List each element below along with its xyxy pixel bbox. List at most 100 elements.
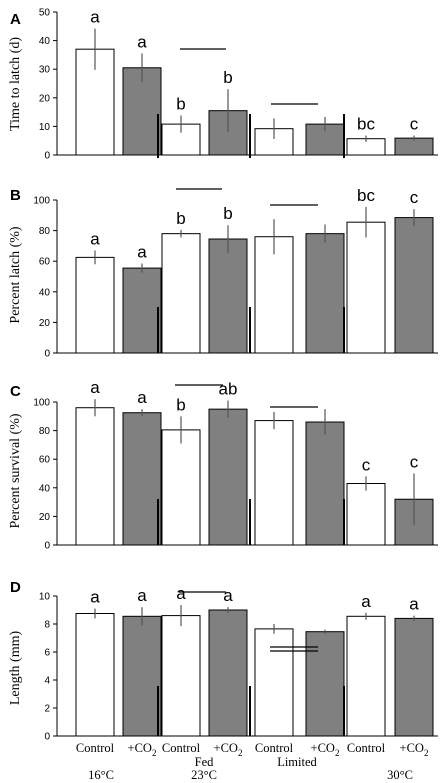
y-tick-label: 20 bbox=[39, 318, 51, 329]
y-tick-label: 20 bbox=[39, 93, 51, 104]
x-category-labels: Control +CO2 Control +CO2 Control +CO2 Control… bbox=[76, 741, 429, 758]
significance-letter: a bbox=[137, 242, 147, 261]
panel-letter: A bbox=[10, 11, 21, 28]
y-axis-label: Length (mm) bbox=[8, 631, 23, 706]
y-tick-label: 100 bbox=[33, 196, 50, 207]
y-tick-label: 0 bbox=[44, 349, 50, 360]
significance-letter: bc bbox=[357, 115, 375, 134]
bar-control bbox=[346, 615, 386, 737]
significance-letter: b bbox=[176, 209, 185, 228]
bar-control bbox=[75, 613, 115, 737]
significance-letter: a bbox=[137, 32, 147, 51]
significance-letter: a bbox=[90, 588, 100, 607]
panel-letter: D bbox=[10, 579, 21, 596]
x-tick-label: +CO2 bbox=[311, 741, 340, 758]
y-tick-label: 40 bbox=[39, 287, 51, 298]
y-tick-label: 10 bbox=[39, 122, 51, 133]
significance-letter: a bbox=[137, 388, 147, 407]
significance-letter: b bbox=[223, 68, 232, 87]
y-tick-label: 6 bbox=[44, 648, 50, 659]
significance-letter: a bbox=[361, 592, 371, 611]
significance-letter: c bbox=[410, 115, 419, 134]
bar-co2 bbox=[208, 238, 248, 354]
y-axis-label: Percent survival (%) bbox=[8, 413, 23, 528]
y-tick-label: 30 bbox=[39, 65, 51, 76]
bar-control bbox=[346, 483, 386, 546]
temperature-label: 23°C bbox=[191, 768, 217, 782]
panel-b: B Percent latch (%) 0 20 40 60 80 100 a a b b bc c bbox=[8, 186, 438, 360]
x-tick-label: Control bbox=[162, 741, 201, 755]
bar-control bbox=[254, 628, 294, 737]
bar-co2 bbox=[122, 412, 162, 546]
bar-control bbox=[161, 123, 201, 156]
bar-control bbox=[254, 420, 294, 546]
treatment-label: Limited bbox=[277, 755, 317, 769]
panel-letter: B bbox=[10, 187, 21, 204]
bar-co2 bbox=[305, 421, 345, 546]
bar-control bbox=[161, 233, 201, 354]
panel-letter: C bbox=[10, 383, 21, 400]
bar-control bbox=[161, 615, 201, 737]
bar-co2 bbox=[305, 123, 345, 156]
bar-co2 bbox=[122, 267, 162, 354]
bar-co2 bbox=[305, 233, 345, 354]
bar-co2 bbox=[394, 617, 434, 737]
bar-co2 bbox=[208, 408, 248, 546]
y-tick-label: 40 bbox=[39, 36, 51, 47]
x-tick-label: +CO2 bbox=[400, 741, 429, 758]
y-tick-label: 0 bbox=[44, 732, 50, 743]
bar-control bbox=[161, 429, 201, 546]
x-tick-label: +CO2 bbox=[128, 741, 157, 758]
bar-control bbox=[254, 236, 294, 354]
significance-letter: a bbox=[137, 586, 147, 605]
significance-letter: a bbox=[409, 595, 419, 614]
significance-letter: bc bbox=[357, 186, 375, 205]
bar-co2 bbox=[305, 631, 345, 737]
y-tick-label: 100 bbox=[33, 398, 50, 409]
y-axis-label: Time to latch (d) bbox=[8, 37, 23, 131]
y-tick-label: 80 bbox=[39, 426, 51, 437]
significance-letter: b bbox=[223, 204, 232, 223]
significance-letter: a bbox=[176, 584, 186, 603]
treatment-label: Fed bbox=[195, 755, 215, 769]
y-axis-label: Percent latch (%) bbox=[8, 226, 23, 324]
bar-co2 bbox=[122, 615, 162, 737]
y-tick-label: 50 bbox=[39, 8, 51, 19]
y-tick-label: 8 bbox=[44, 620, 50, 631]
x-tick-label: Control bbox=[347, 741, 386, 755]
bar-co2 bbox=[208, 609, 248, 737]
significance-letter: a bbox=[90, 8, 100, 27]
significance-letter: c bbox=[410, 453, 419, 472]
significance-letter: b bbox=[176, 95, 185, 114]
y-tick-label: 60 bbox=[39, 257, 51, 268]
y-tick-label: 40 bbox=[39, 483, 51, 494]
y-tick-label: 0 bbox=[44, 151, 50, 162]
bar-control bbox=[75, 407, 115, 546]
bar-co2 bbox=[122, 67, 162, 156]
temperature-label: 30°C bbox=[387, 768, 413, 782]
y-tick-label: 0 bbox=[44, 541, 50, 552]
x-tick-label: +CO2 bbox=[214, 741, 243, 758]
significance-letter: ab bbox=[219, 380, 238, 399]
significance-letter: a bbox=[223, 586, 233, 605]
x-tick-label: Control bbox=[255, 741, 294, 755]
significance-letter: c bbox=[410, 188, 419, 207]
panel-a: A Time to latch (d) 0 10 20 30 40 50 a a b b bc c bbox=[8, 8, 438, 162]
panel-d: D Length (mm) 0 2 4 6 8 10 a a a a a a bbox=[8, 579, 438, 743]
y-tick-label: 20 bbox=[39, 512, 51, 523]
significance-letter: b bbox=[176, 395, 185, 414]
temperature-label: 16°C bbox=[88, 768, 114, 782]
bar-control bbox=[75, 256, 115, 354]
significance-letter: a bbox=[90, 378, 100, 397]
y-tick-label: 80 bbox=[39, 226, 51, 237]
bar-control bbox=[346, 221, 386, 354]
x-tick-label: Control bbox=[76, 741, 115, 755]
significance-letter: a bbox=[90, 229, 100, 248]
y-tick-label: 10 bbox=[39, 592, 51, 603]
bar-co2 bbox=[394, 217, 434, 354]
y-tick-label: 4 bbox=[44, 676, 50, 687]
significance-letter: c bbox=[362, 455, 371, 474]
y-tick-label: 60 bbox=[39, 455, 51, 466]
